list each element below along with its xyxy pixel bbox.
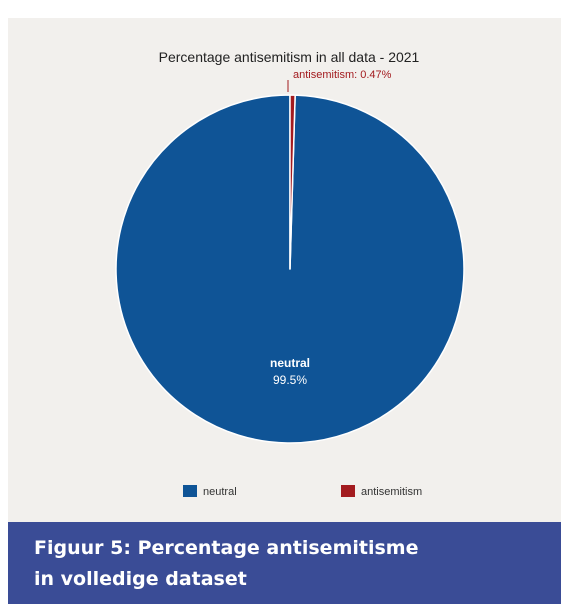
caption-line-1: Figuur 5: Percentage antisemitisme (34, 537, 419, 559)
pie-slice-antisemitism (289, 94, 296, 270)
legend-swatch-neutral (183, 485, 197, 497)
chart-title: Percentage antisemitism in all data - 20… (159, 49, 420, 65)
legend-label-neutral: neutral (203, 486, 237, 498)
legend-item-antisemitism: antisemitism (341, 485, 422, 498)
legend-label-antisemitism: antisemitism (361, 486, 422, 498)
chart-legend: neutral antisemitism (183, 485, 422, 498)
caption-line-2: in volledige dataset (34, 568, 247, 590)
slice-label-neutral-name: neutral (270, 356, 310, 370)
legend-swatch-antisemitism (341, 485, 355, 497)
legend-item-neutral: neutral (183, 485, 237, 498)
figure-caption: Figuur 5: Percentage antisemitisme in vo… (8, 522, 561, 604)
slice-label-antisemitism: antisemitism: 0.47% (293, 69, 392, 81)
slice-label-neutral-value: 99.5% (273, 373, 307, 387)
